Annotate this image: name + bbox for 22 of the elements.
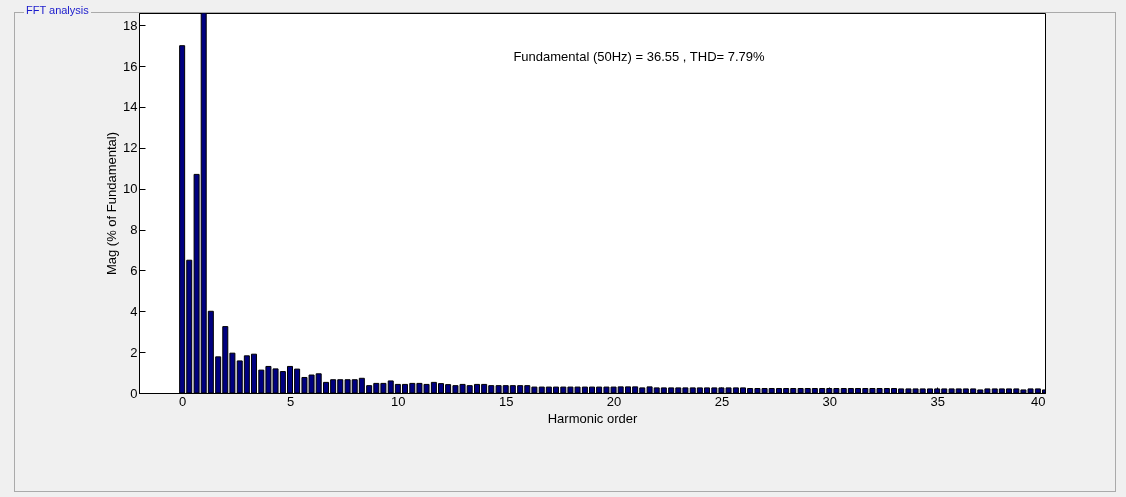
x-tick-label: 30: [822, 393, 838, 409]
y-axis-title: Mag (% of Fundamental): [104, 131, 120, 276]
x-tick-label: 0: [179, 393, 187, 409]
x-tick-label: 15: [498, 393, 514, 409]
y-tick-label: 18: [123, 17, 138, 33]
chart-title: FFT analysis: [24, 4, 91, 16]
x-tick-label: 5: [286, 393, 295, 409]
x-tick-label: 40: [1031, 393, 1046, 409]
x-tick-label: 10: [391, 393, 406, 409]
y-tick-label: 12: [123, 140, 138, 156]
y-tick-label: 10: [123, 181, 138, 197]
y-tick-label: 8: [130, 222, 138, 238]
y-tick-label: 6: [130, 262, 138, 278]
annotation: Fundamental (50Hz) = 36.55 , THD= 7.79%: [513, 49, 766, 64]
x-axis-title: Harmonic order: [547, 410, 638, 426]
y-tick-label: 16: [123, 58, 138, 74]
y-tick-label: 4: [130, 303, 138, 319]
x-tick-label: 20: [606, 393, 622, 409]
y-tick-label: 2: [130, 344, 138, 360]
x-tick-label: 35: [930, 393, 945, 409]
x-tick-label: 25: [714, 393, 730, 409]
y-tick-label: 14: [123, 99, 138, 115]
